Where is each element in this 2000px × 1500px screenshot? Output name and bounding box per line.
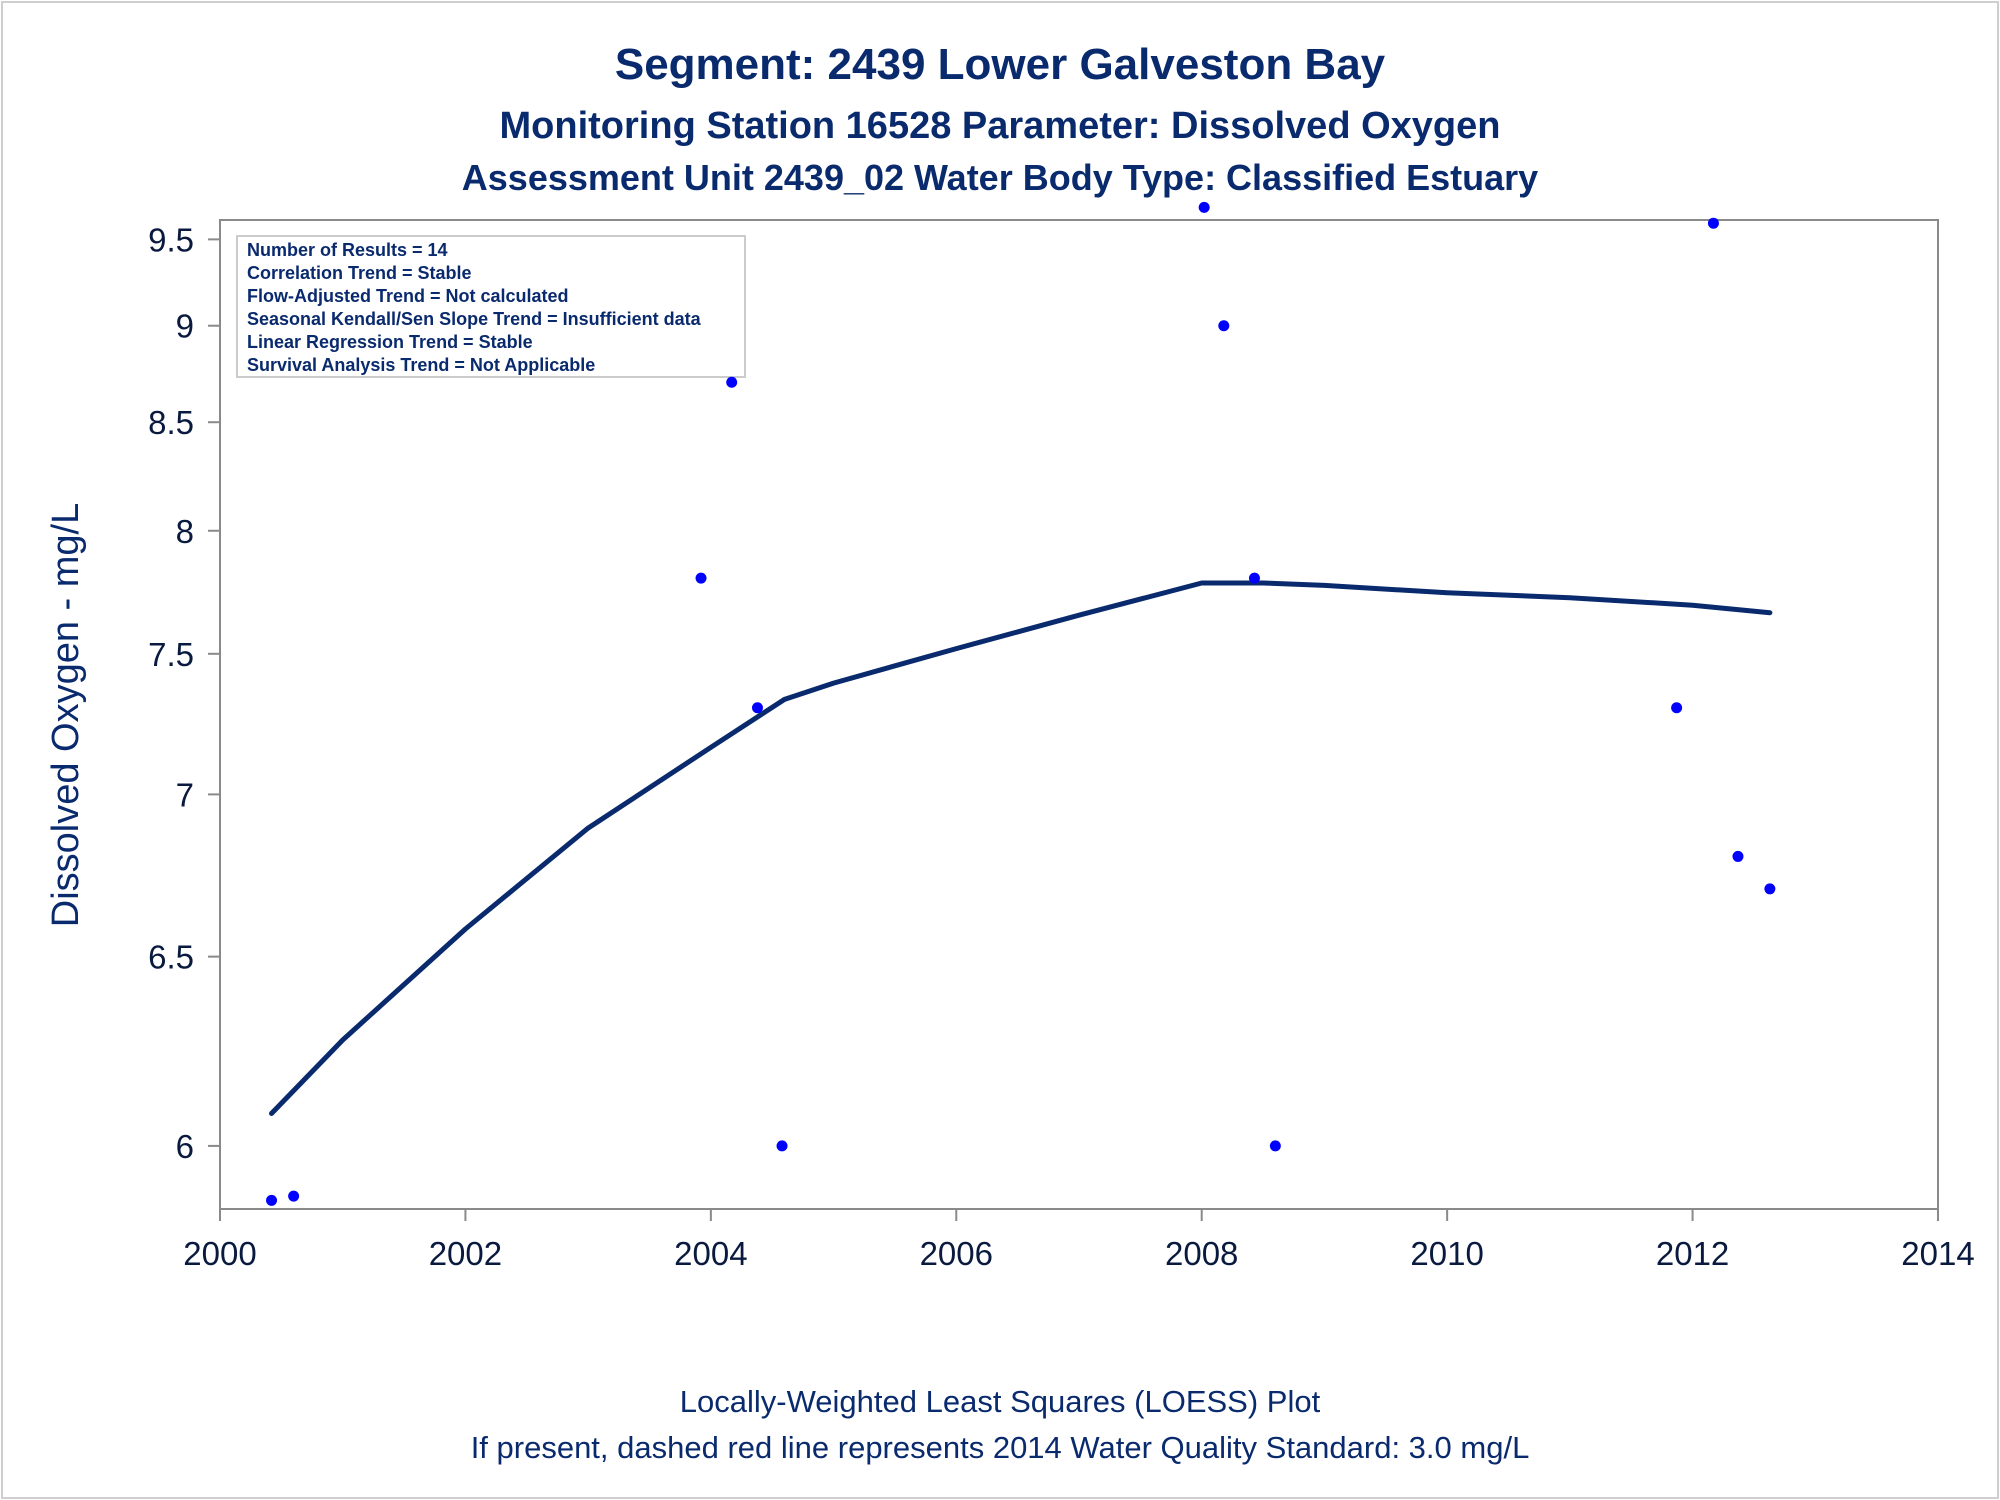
y-tick-label: 6.5	[148, 939, 194, 976]
x-tick-label: 2002	[429, 1235, 502, 1272]
y-axis-label: Dissolved Oxygen - mg/L	[45, 503, 87, 928]
data-point	[751, 702, 763, 714]
y-tick-label: 8.5	[148, 404, 194, 441]
y-tick-label: 6	[176, 1128, 194, 1165]
y-tick-label: 9	[176, 308, 194, 345]
x-tick-label: 2008	[1165, 1235, 1238, 1272]
x-tick-label: 2014	[1901, 1235, 1974, 1272]
stats-line: Correlation Trend = Stable	[247, 263, 472, 283]
stats-line: Seasonal Kendall/Sen Slope Trend = Insuf…	[247, 309, 702, 329]
data-point	[1269, 1140, 1281, 1152]
x-tick-label: 2000	[183, 1235, 256, 1272]
stats-box	[236, 235, 746, 378]
y-tick-label: 7.5	[148, 636, 194, 673]
stats-lines: Number of Results = 14 Correlation Trend …	[247, 240, 702, 375]
x-tick-label: 2006	[920, 1235, 993, 1272]
data-point	[266, 1194, 278, 1206]
footnote-loess: Locally-Weighted Least Squares (LOESS) P…	[680, 1384, 1321, 1419]
data-point	[1198, 201, 1210, 213]
stats-line: Flow-Adjusted Trend = Not calculated	[247, 286, 569, 306]
loess-series	[269, 580, 1773, 1116]
data-point	[1764, 883, 1776, 895]
data-point	[1732, 850, 1744, 862]
data-point	[288, 1190, 300, 1202]
x-tick-label: 2012	[1656, 1235, 1729, 1272]
y-tick-label: 9.5	[148, 221, 194, 258]
chart-title: Segment: 2439 Lower Galveston Bay	[615, 40, 1386, 89]
y-tick-label: 7	[176, 776, 194, 813]
stats-line: Number of Results = 14	[247, 240, 448, 260]
data-point	[1248, 572, 1260, 584]
x-tick-label: 2004	[674, 1235, 747, 1272]
y-tick-label: 8	[176, 513, 194, 550]
data-point	[1707, 217, 1719, 229]
data-point	[726, 376, 738, 388]
chart-subtitle: Monitoring Station 16528 Parameter: Diss…	[500, 105, 1501, 147]
y-axis: 6 6.5 7 7.5 8 8.5 9 9.5	[148, 221, 220, 1165]
data-point	[1218, 320, 1230, 332]
data-point	[695, 572, 707, 584]
data-point	[1671, 702, 1683, 714]
chart-subtitle-2: Assessment Unit 2439_02 Water Body Type:…	[462, 157, 1538, 198]
stats-legend: Number of Results = 14 Correlation Trend …	[236, 235, 746, 378]
x-axis: 2000 2002 2004 2006 2008 2010 2012 2014	[183, 1209, 1975, 1272]
data-points	[266, 201, 1776, 1206]
x-tick-label: 2010	[1410, 1235, 1483, 1272]
plot-frame	[219, 219, 1939, 1210]
footnote-standard: If present, dashed red line represents 2…	[471, 1430, 1530, 1465]
stats-line: Linear Regression Trend = Stable	[247, 332, 533, 352]
data-point	[776, 1140, 788, 1152]
loess-curve	[269, 580, 1773, 1116]
stats-line: Survival Analysis Trend = Not Applicable	[247, 355, 595, 375]
